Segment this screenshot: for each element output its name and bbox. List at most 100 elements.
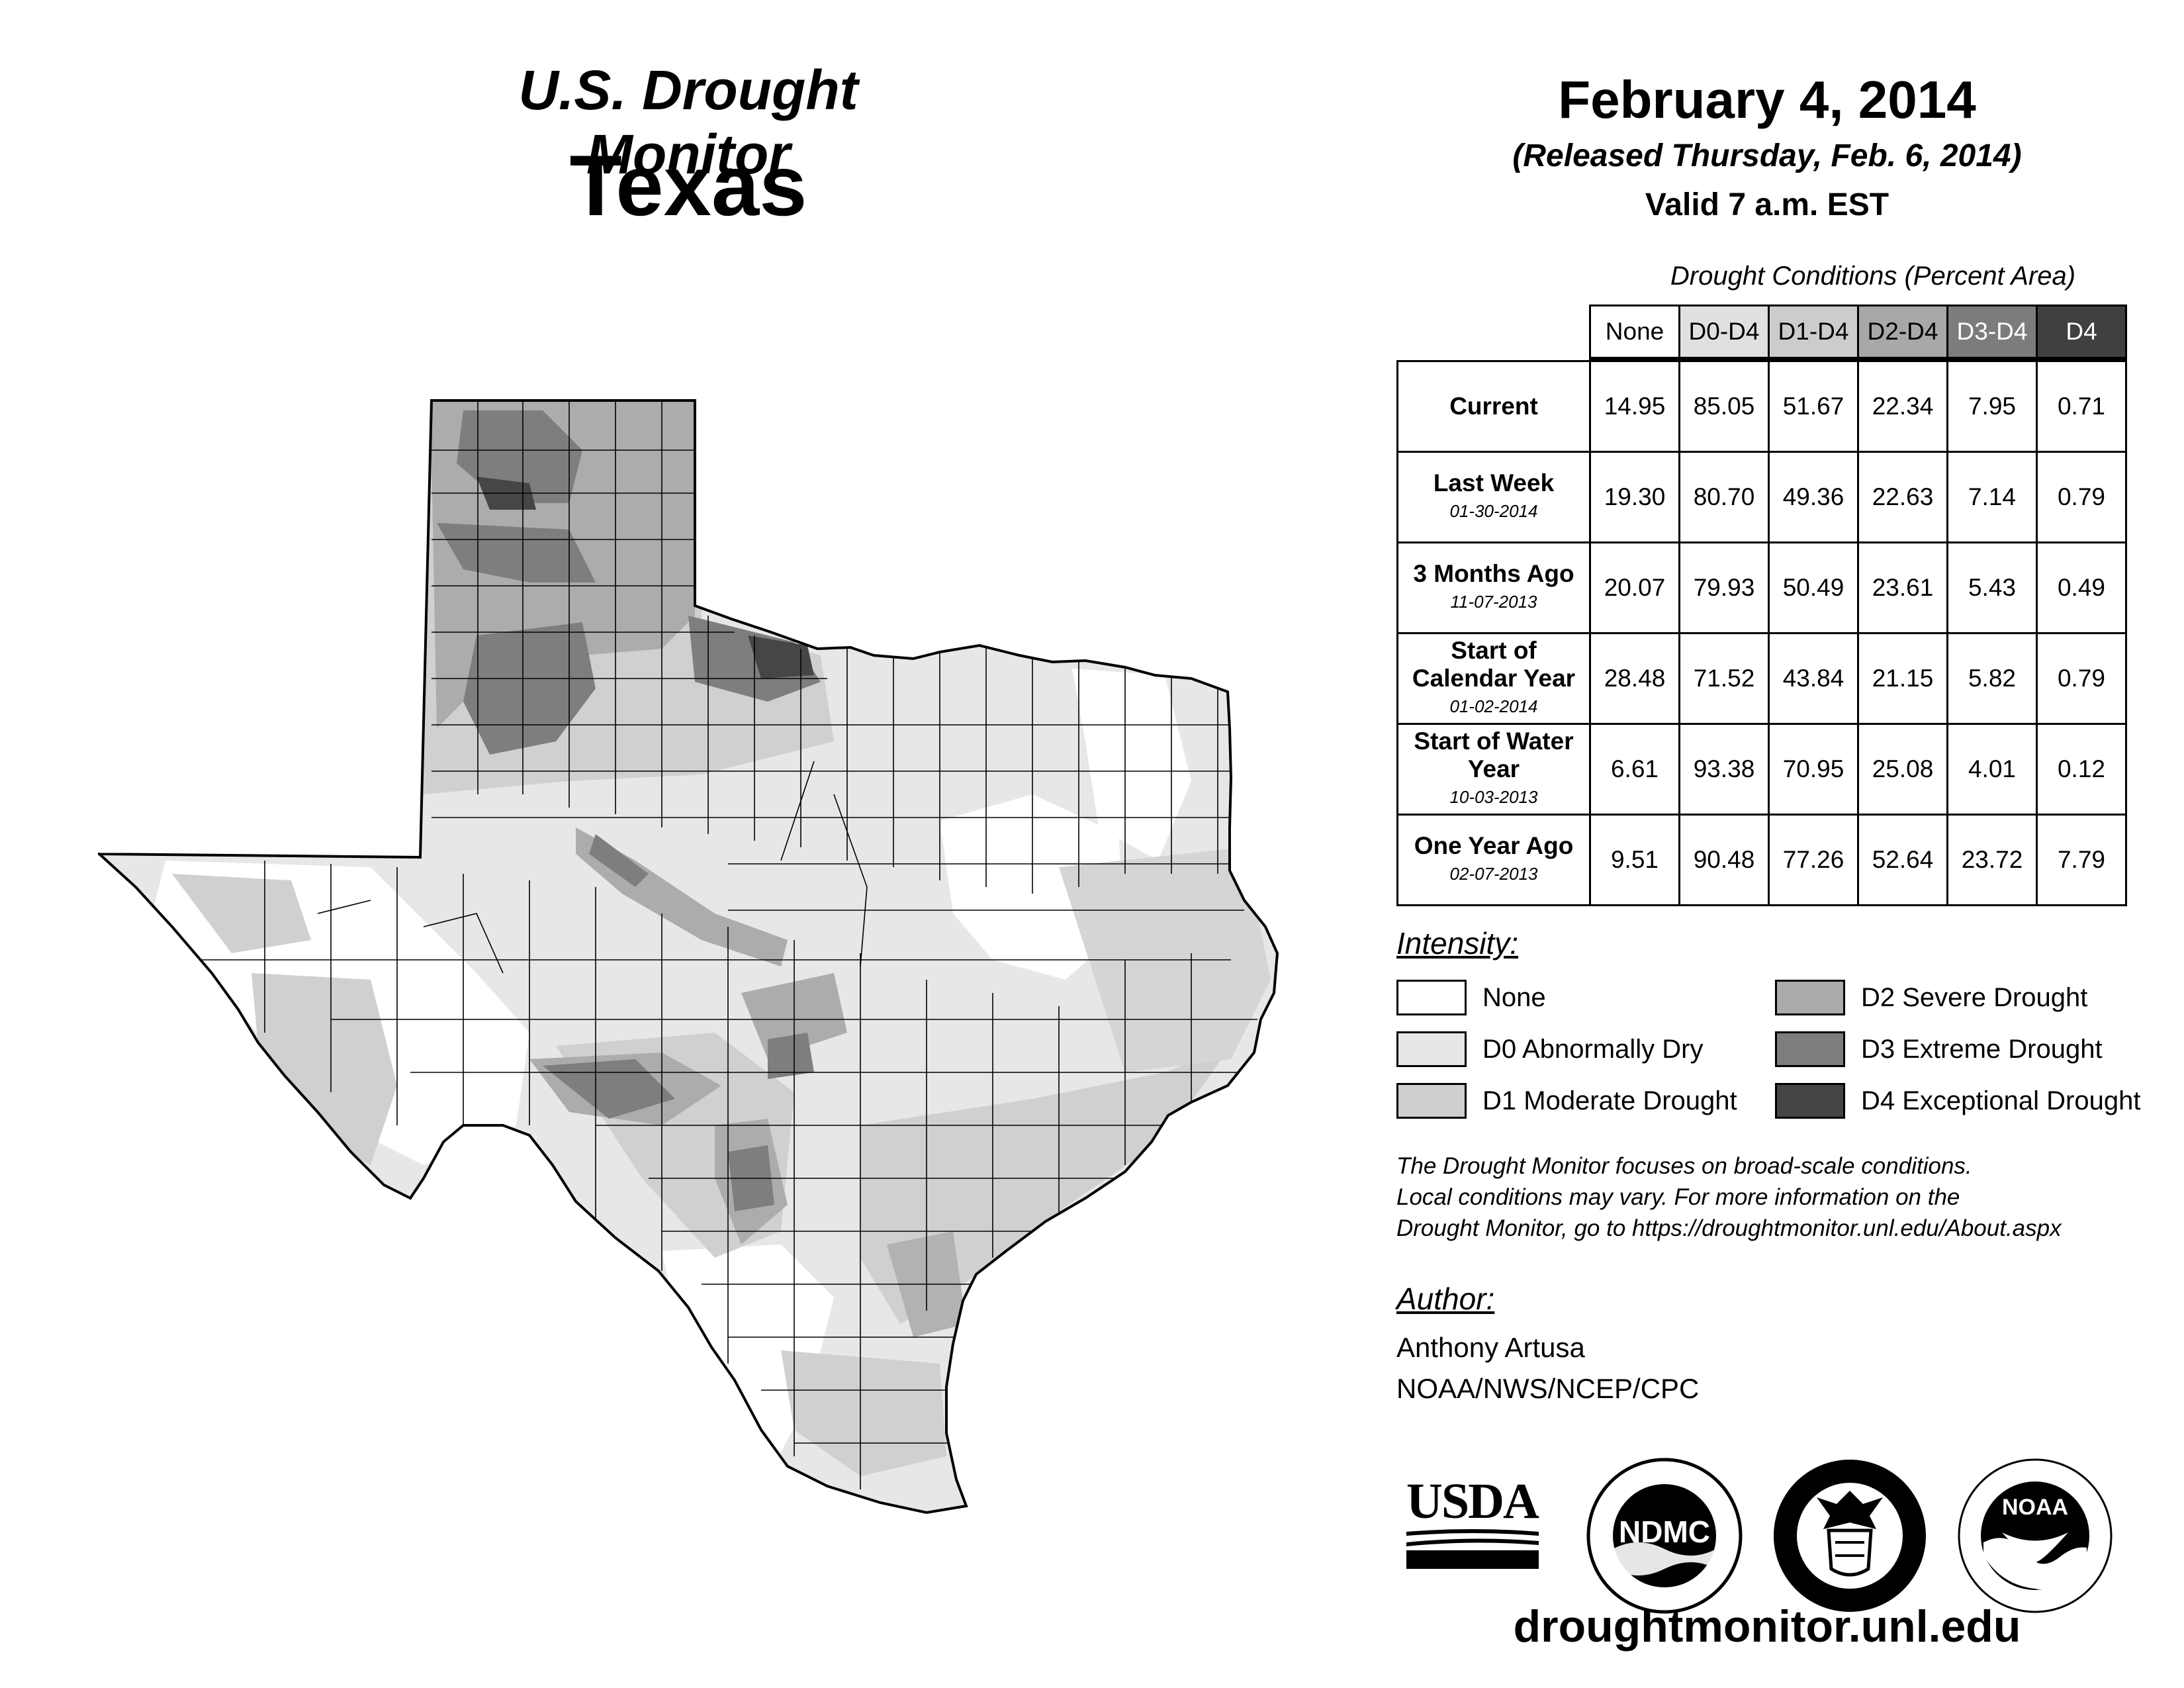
header-blank [1398, 306, 1590, 359]
table-cell: 23.72 [1946, 814, 2038, 906]
table-cell: 51.67 [1768, 360, 1859, 453]
legend-label: D1 Moderate Drought [1482, 1086, 1737, 1115]
table-row: Last Week 01-30-2014 19.30 80.70 49.36 22.63 7… [1396, 451, 2127, 543]
county-lines [199, 400, 1257, 1489]
col-none: None [1589, 305, 1680, 359]
legend-swatch [1775, 1083, 1845, 1119]
legend-item: D0 Abnormally Dry [1396, 1031, 1703, 1067]
legend-item: D1 Moderate Drought [1396, 1083, 1737, 1119]
table-title: Drought Conditions (Percent Area) [1670, 261, 2076, 291]
legend: None D0 Abnormally Dry D1 Moderate Drought… [1396, 980, 2164, 1139]
table-cell: 52.64 [1857, 814, 1948, 906]
table-cell: 70.95 [1768, 723, 1859, 816]
row-label: 3 Months Ago 11-07-2013 [1396, 541, 1591, 634]
release-date: (Released Thursday, Feb. 6, 2014) [1512, 138, 2022, 173]
table-cell: 25.08 [1857, 723, 1948, 816]
texas-drought-map [97, 399, 1279, 1514]
d1-region-big-bend [251, 973, 397, 1165]
table-cell: 85.05 [1678, 360, 1770, 453]
row-label: Start of Calendar Year 01-02-2014 [1396, 632, 1591, 725]
table-row: One Year Ago 02-07-2013 9.51 90.48 77.26 52.6… [1396, 814, 2127, 906]
table-cell: 7.95 [1946, 360, 2038, 453]
d3-region-concho [589, 834, 649, 887]
table-row: Start of Calendar Year 01-02-2014 28.48 71.… [1396, 632, 2127, 725]
website-url[interactable]: droughtmonitor.unl.edu [1513, 1601, 2021, 1652]
legend-swatch [1396, 980, 1467, 1015]
note-line-2: Local conditions may vary. For more info… [1396, 1184, 1960, 1210]
legend-item: D4 Exceptional Drought [1775, 1083, 2140, 1119]
d4-region-red-river [748, 635, 814, 679]
table-cell: 7.14 [1946, 451, 2038, 543]
note-line-3: Drought Monitor, go to https://droughtmo… [1396, 1215, 2062, 1241]
legend-label: None [1482, 982, 1546, 1012]
row-label: One Year Ago 02-07-2013 [1396, 814, 1591, 906]
map-state-title: Texas [569, 137, 807, 234]
row-date: 11-07-2013 [1450, 592, 1537, 612]
table-cell: 9.51 [1589, 814, 1680, 906]
col-d0-d4: D0-D4 [1678, 305, 1770, 359]
usda-logo-text: USDA [1406, 1474, 1539, 1529]
table-cell: 20.07 [1589, 541, 1680, 634]
valid-date: February 4, 2014 [1558, 70, 1976, 129]
table-cell: 0.71 [2036, 360, 2127, 453]
table-cell: 0.79 [2036, 451, 2127, 543]
row-label-text: Last Week [1433, 469, 1555, 496]
table-cell: 77.26 [1768, 814, 1859, 906]
d3-region-panhandle-mid [437, 523, 596, 583]
legend-item: D2 Severe Drought [1775, 980, 2087, 1015]
row-label-text: Start of Calendar Year [1412, 637, 1576, 692]
ndmc-logo: NDMC [1586, 1458, 1743, 1614]
row-date: 01-30-2014 [1449, 501, 1538, 521]
table-cell: 0.12 [2036, 723, 2127, 816]
legend-swatch [1396, 1083, 1467, 1119]
table-cell: 43.84 [1768, 632, 1859, 725]
table-header-row: None D0-D4 D1-D4 D2-D4 D3-D4 D4 [1398, 305, 2127, 359]
noaa-logo: NOAA [1958, 1458, 2113, 1613]
table-cell: 49.36 [1768, 451, 1859, 543]
col-d2-d4: D2-D4 [1857, 305, 1948, 359]
legend-label: D2 Severe Drought [1861, 982, 2088, 1012]
legend-swatch [1775, 1031, 1845, 1067]
usda-logo: USDA [1406, 1476, 1539, 1569]
d3-region-hill-country [768, 1033, 814, 1079]
note-line-1: The Drought Monitor focuses on broad-sca… [1396, 1153, 1972, 1179]
table-cell: 90.48 [1678, 814, 1770, 906]
table-cell: 71.52 [1678, 632, 1770, 725]
d3-region-edwards [543, 1059, 675, 1119]
col-d3-d4: D3-D4 [1946, 305, 2038, 359]
col-d1-d4: D1-D4 [1768, 305, 1859, 359]
table-cell: 6.61 [1589, 723, 1680, 816]
row-label: Start of Water Year 10-03-2013 [1396, 723, 1591, 816]
author-org: NOAA/NWS/NCEP/CPC [1396, 1373, 1700, 1404]
d1-region-far-west [172, 874, 311, 953]
drought-conditions-table: None D0-D4 D1-D4 D2-D4 D3-D4 D4 Current 1… [1396, 305, 2127, 906]
legend-title: Intensity: [1396, 926, 1519, 961]
table-cell: 80.70 [1678, 451, 1770, 543]
author-title: Author: [1396, 1282, 1495, 1316]
row-label: Last Week 01-30-2014 [1396, 451, 1591, 543]
row-date: 02-07-2013 [1449, 864, 1538, 884]
d3-region-south-plains [463, 622, 596, 755]
map-program-title: U.S. Drought Monitor [518, 59, 858, 185]
table-cell: 79.93 [1678, 541, 1770, 634]
d1-region-rio-grande [781, 1350, 946, 1476]
usda-logo-mark [1406, 1529, 1539, 1569]
row-label-text: Current [1449, 393, 1538, 420]
author-name: Anthony Artusa [1396, 1332, 1585, 1363]
department-of-commerce-seal [1774, 1460, 1926, 1612]
legend-item: None [1396, 980, 1546, 1015]
table-cell: 4.01 [1946, 723, 2038, 816]
author-block: Anthony Artusa NOAA/NWS/NCEP/CPC [1396, 1327, 1699, 1409]
table-cell: 5.43 [1946, 541, 2038, 634]
table-row: Current 14.95 85.05 51.67 22.34 7.95 0.71 [1396, 360, 2127, 453]
row-label-text: Start of Water Year [1414, 727, 1574, 782]
none-region-south [662, 1244, 834, 1476]
legend-label: D0 Abnormally Dry [1482, 1034, 1704, 1064]
table-cell: 7.79 [2036, 814, 2127, 906]
table-row: Start of Water Year 10-03-2013 6.61 93.38 70… [1396, 723, 2127, 816]
table-cell: 14.95 [1589, 360, 1680, 453]
table-cell: 21.15 [1857, 632, 1948, 725]
legend-label: D4 Exceptional Drought [1861, 1086, 2141, 1115]
legend-swatch [1775, 980, 1845, 1015]
table-cell: 93.38 [1678, 723, 1770, 816]
